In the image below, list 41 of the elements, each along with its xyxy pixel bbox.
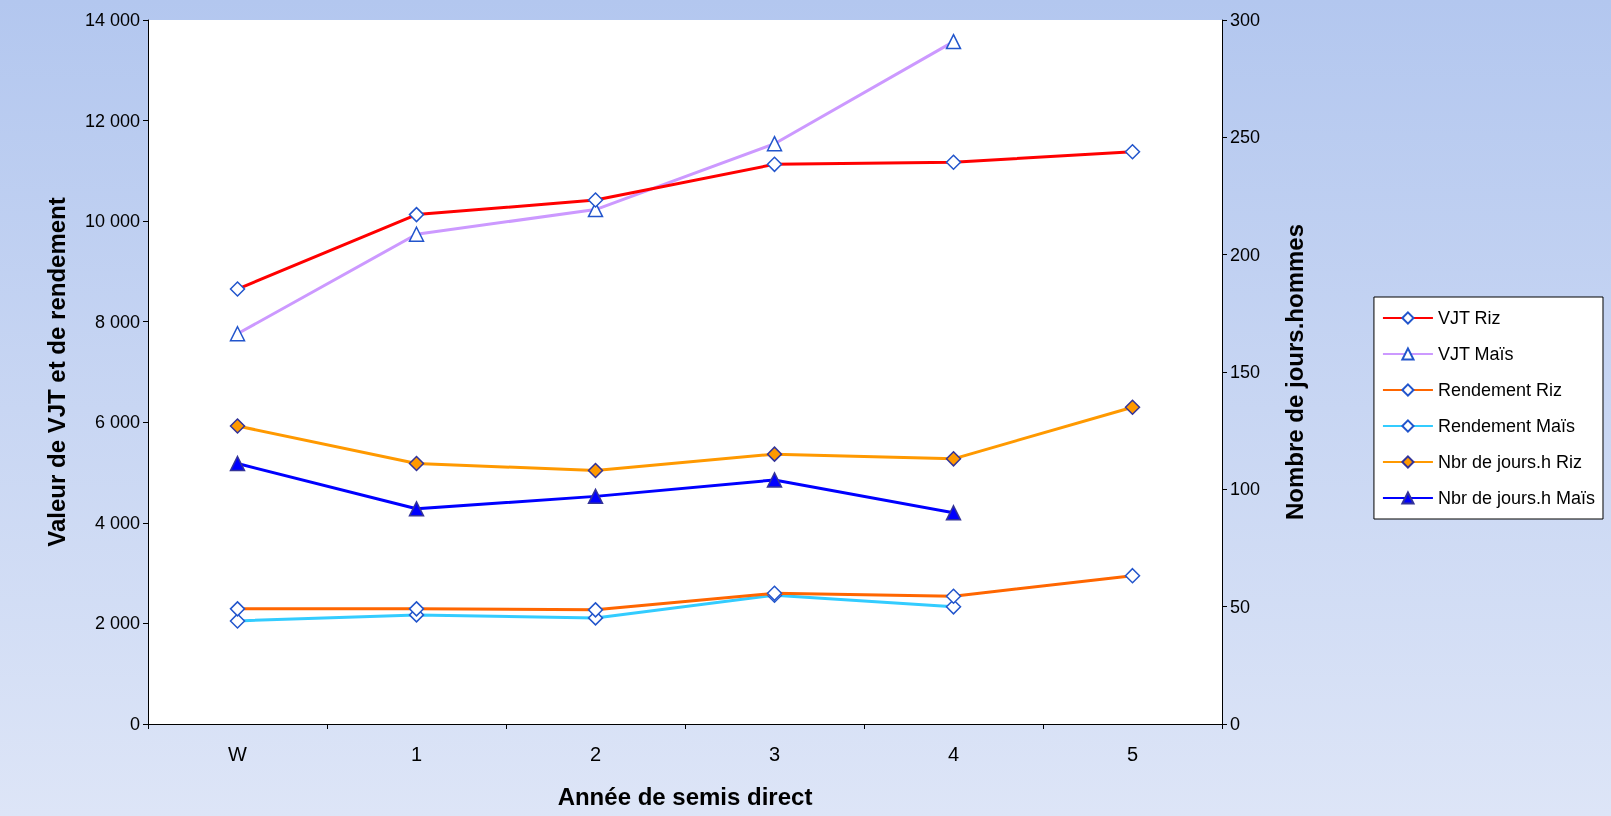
point xyxy=(229,455,246,472)
legend-label: VJT Maïs xyxy=(1437,344,1514,364)
point xyxy=(766,446,783,462)
x-tick-label: 4 xyxy=(947,743,960,765)
point xyxy=(766,472,783,488)
y2-tick-label: 200 xyxy=(1230,244,1261,265)
y-tick-label: 10 000 xyxy=(84,211,140,232)
point xyxy=(408,455,425,472)
point xyxy=(229,418,246,434)
y2-tick-label: 100 xyxy=(1230,479,1261,500)
point xyxy=(587,462,604,479)
y2-tick-label: 50 xyxy=(1230,596,1251,617)
y-tick-label: 8 000 xyxy=(94,311,140,332)
y-tick-label: 12 000 xyxy=(84,110,140,131)
x-tick-label: 5 xyxy=(1126,743,1139,765)
point xyxy=(408,501,425,517)
y2-tick-label: 250 xyxy=(1230,127,1261,148)
y-tick-label: 14 000 xyxy=(84,10,140,30)
x-tick-label: W xyxy=(228,743,248,765)
legend-label: Rendement Riz xyxy=(1437,380,1562,400)
legend-label: Nbr de jours.h Maïs xyxy=(1437,488,1595,508)
legend-label: Nbr de jours.h Riz xyxy=(1437,452,1582,472)
point xyxy=(1124,399,1141,415)
y2-tick-label: 150 xyxy=(1230,362,1261,382)
point xyxy=(587,488,604,505)
y-tick-label: 0 xyxy=(129,714,140,734)
y2-axis-title: Nombre de jours.hommes xyxy=(1280,223,1308,521)
y2-tick-label: 300 xyxy=(1230,10,1261,30)
point xyxy=(945,451,962,467)
x-tick-label: 3 xyxy=(768,743,781,765)
y-tick-label: 6 000 xyxy=(94,412,140,433)
y2-tick-label: 0 xyxy=(1230,714,1241,734)
point xyxy=(945,505,962,521)
legend-label: VJT Riz xyxy=(1437,308,1501,328)
x-tick-label: 2 xyxy=(589,743,602,765)
y-tick-label: 4 000 xyxy=(94,512,140,533)
legend-label: Rendement Maïs xyxy=(1437,416,1576,436)
y-axis-title: Valeur de VJT et de rendement xyxy=(42,197,70,547)
x-axis-title: Année de semis direct xyxy=(557,782,813,810)
y-tick-label: 2 000 xyxy=(94,613,140,634)
x-tick-label: 1 xyxy=(410,743,423,765)
